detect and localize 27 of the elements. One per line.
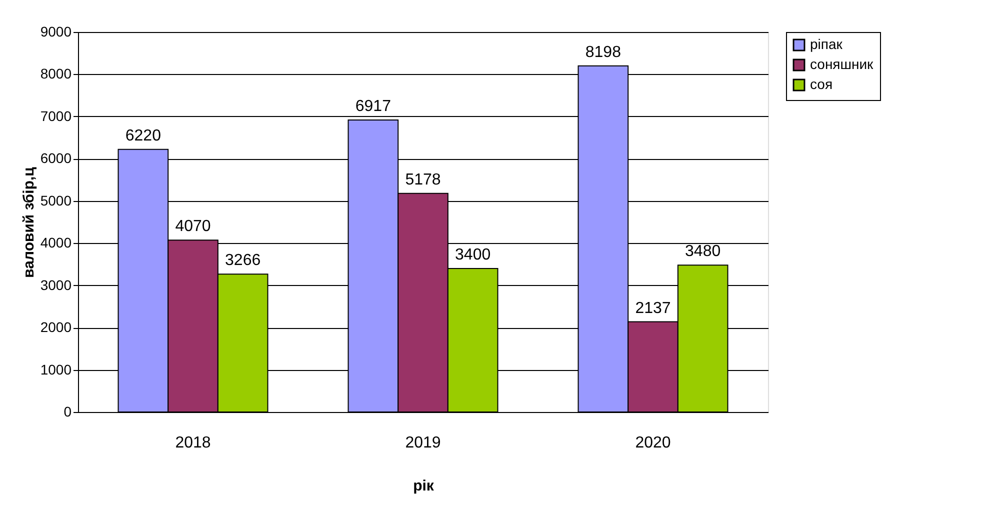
y-tick-label: 5000: [40, 192, 72, 208]
y-tick-label: 9000: [40, 24, 72, 40]
data-label: 2137: [635, 300, 671, 317]
y-tick-label: 3000: [40, 276, 72, 293]
x-axis-title: рік: [413, 478, 434, 494]
x-tick-label: 2018: [175, 434, 211, 452]
data-label: 3480: [685, 243, 721, 260]
data-label: 4070: [175, 218, 211, 236]
data-label: 6220: [125, 127, 162, 144]
y-tick-label: 6000: [40, 150, 72, 166]
y-tick-label: 0: [64, 404, 72, 420]
data-label: 5178: [405, 171, 441, 188]
legend-label: соняшник: [810, 56, 874, 72]
x-tick-label: 2019: [405, 434, 441, 452]
y-tick-label: 2000: [40, 319, 72, 336]
data-label: 8198: [585, 44, 622, 61]
x-tick-label: 2020: [635, 434, 671, 452]
y-tick-label: 8000: [40, 66, 72, 82]
data-label: 6917: [355, 98, 392, 115]
y-tick-label: 4000: [40, 234, 72, 251]
y-axis-title: валовий збір,ц: [20, 166, 38, 278]
data-label: 3400: [455, 246, 491, 264]
legend-label: ріпак: [810, 36, 844, 52]
data-label: 3266: [225, 252, 261, 270]
legend-label: соя: [810, 76, 833, 92]
y-tick-label: 7000: [40, 108, 72, 124]
y-tick-label: 1000: [40, 361, 72, 378]
